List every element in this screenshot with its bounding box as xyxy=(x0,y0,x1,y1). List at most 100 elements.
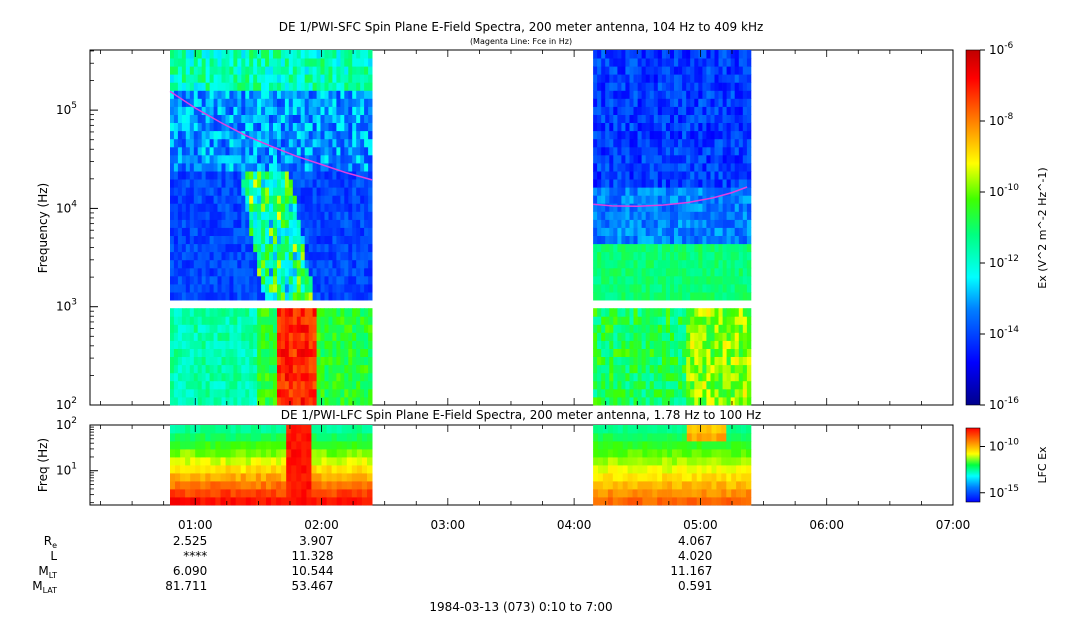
sfc-heat-cell xyxy=(209,340,214,349)
sfc-heat-cell xyxy=(237,308,242,317)
sfc-heat-cell xyxy=(328,74,333,83)
sfc-heat-cell xyxy=(292,163,298,172)
sfc-heat-cell xyxy=(304,292,310,301)
sfc-heat-cell xyxy=(304,243,310,253)
lfc-heat-cell xyxy=(266,441,272,450)
sfc-heat-cell xyxy=(601,98,606,107)
sfc-heat-cell xyxy=(197,388,203,398)
sfc-heat-cell xyxy=(734,146,740,156)
sfc-heat-cell xyxy=(661,284,667,293)
lfc-heat-cell xyxy=(316,473,322,482)
lfc-heat-cell xyxy=(726,425,732,434)
sfc-heat-cell xyxy=(229,106,234,115)
sfc-heat-cell xyxy=(245,251,250,261)
sfc-heat-cell xyxy=(265,308,270,317)
sfc-heat-cell xyxy=(344,171,349,180)
lfc-heat-cell xyxy=(662,489,668,498)
sfc-heat-cell xyxy=(601,50,606,59)
sfc-heat-cell xyxy=(609,284,614,293)
sfc-heat-cell xyxy=(340,308,345,317)
lfc-cbar-tick-label: 10-15 xyxy=(989,484,1019,500)
sfc-heat-cell xyxy=(352,106,357,115)
sfc-heat-cell xyxy=(225,163,230,172)
sfc-heat-cell xyxy=(597,130,602,140)
sfc-heat-cell xyxy=(320,340,325,349)
sfc-heat-cell xyxy=(605,243,610,253)
sfc-heat-cell xyxy=(312,396,317,406)
sfc-heat-cell xyxy=(593,114,598,123)
sfc-heat-cell xyxy=(344,388,349,398)
ephemeris-value: 10.544 xyxy=(292,564,334,578)
sfc-heat-cell xyxy=(277,364,282,374)
sfc-heat-cell xyxy=(284,90,290,99)
sfc-heat-cell xyxy=(328,396,333,406)
lfc-heat-cell xyxy=(321,481,327,490)
sfc-heat-cell xyxy=(605,106,610,115)
sfc-heat-cell xyxy=(690,122,695,132)
sfc-heat-cell xyxy=(649,74,655,83)
sfc-heat-cell xyxy=(613,364,618,374)
sfc-heat-cell xyxy=(170,284,175,293)
sfc-heat-cell xyxy=(698,90,703,99)
sfc-heat-cell xyxy=(217,380,222,390)
lfc-heat-cell xyxy=(225,441,232,450)
sfc-heat-cell xyxy=(284,106,290,115)
lfc-heat-cell xyxy=(607,449,614,458)
sfc-heat-cell xyxy=(237,348,242,357)
sfc-heat-cell xyxy=(617,106,622,115)
sfc-heat-cell xyxy=(217,340,222,349)
sfc-heat-cell xyxy=(312,324,317,333)
lfc-heat-cell xyxy=(235,433,242,442)
lfc-heat-cell xyxy=(230,441,237,450)
sfc-heat-cell xyxy=(320,211,325,220)
sfc-heat-cell xyxy=(221,243,226,253)
sfc-heat-cell xyxy=(714,364,719,374)
sfc-heat-cell xyxy=(665,90,671,99)
sfc-heat-cell xyxy=(686,179,691,188)
sfc-heat-cell xyxy=(670,340,675,349)
sfc-heat-cell xyxy=(340,187,345,196)
sfc-heat-cell xyxy=(360,130,365,140)
sfc-heat-cell xyxy=(209,388,214,398)
sfc-heat-cell xyxy=(613,74,618,83)
sfc-heat-cell xyxy=(738,179,744,188)
sfc-heat-cell xyxy=(273,275,278,285)
sfc-heat-cell xyxy=(613,146,618,156)
sfc-heat-cell xyxy=(649,146,655,156)
sfc-heat-cell xyxy=(734,195,740,204)
lfc-heat-cell xyxy=(185,425,191,434)
sfc-heat-cell xyxy=(296,227,302,236)
sfc-heat-cell xyxy=(170,275,175,285)
sfc-heat-cell xyxy=(593,138,598,148)
sfc-heat-cell xyxy=(288,179,294,188)
sfc-heat-cell xyxy=(253,243,258,253)
sfc-heat-cell xyxy=(629,372,634,382)
sfc-heat-cell xyxy=(621,259,626,269)
sfc-heat-cell xyxy=(170,380,175,390)
lfc-heat-cell xyxy=(205,441,211,450)
sfc-heat-cell xyxy=(296,332,302,341)
sfc-heat-cell xyxy=(225,251,230,261)
sfc-heat-cell xyxy=(185,235,191,245)
sfc-heat-cell xyxy=(348,98,353,107)
sfc-heat-cell xyxy=(205,275,210,285)
sfc-heat-cell xyxy=(368,348,373,357)
sfc-heat-cell xyxy=(280,259,286,269)
sfc-heat-cell xyxy=(601,90,606,99)
sfc-heat-cell xyxy=(296,203,302,212)
sfc-heat-cell xyxy=(324,348,329,357)
sfc-heat-cell xyxy=(694,364,699,374)
sfc-heat-cell xyxy=(197,114,203,123)
sfc-heat-cell xyxy=(597,154,602,164)
sfc-heat-cell xyxy=(746,388,752,398)
lfc-heat-cell xyxy=(276,425,282,434)
sfc-heat-cell xyxy=(742,380,748,390)
sfc-heat-cell xyxy=(629,219,634,228)
lfc-heat-cell xyxy=(326,433,333,442)
sfc-heat-cell xyxy=(710,396,715,406)
lfc-heat-cell xyxy=(205,497,211,506)
sfc-heat-cell xyxy=(649,259,655,269)
sfc-heat-cell xyxy=(714,284,719,293)
sfc-heat-cell xyxy=(229,267,234,277)
sfc-heat-cell xyxy=(253,98,258,107)
